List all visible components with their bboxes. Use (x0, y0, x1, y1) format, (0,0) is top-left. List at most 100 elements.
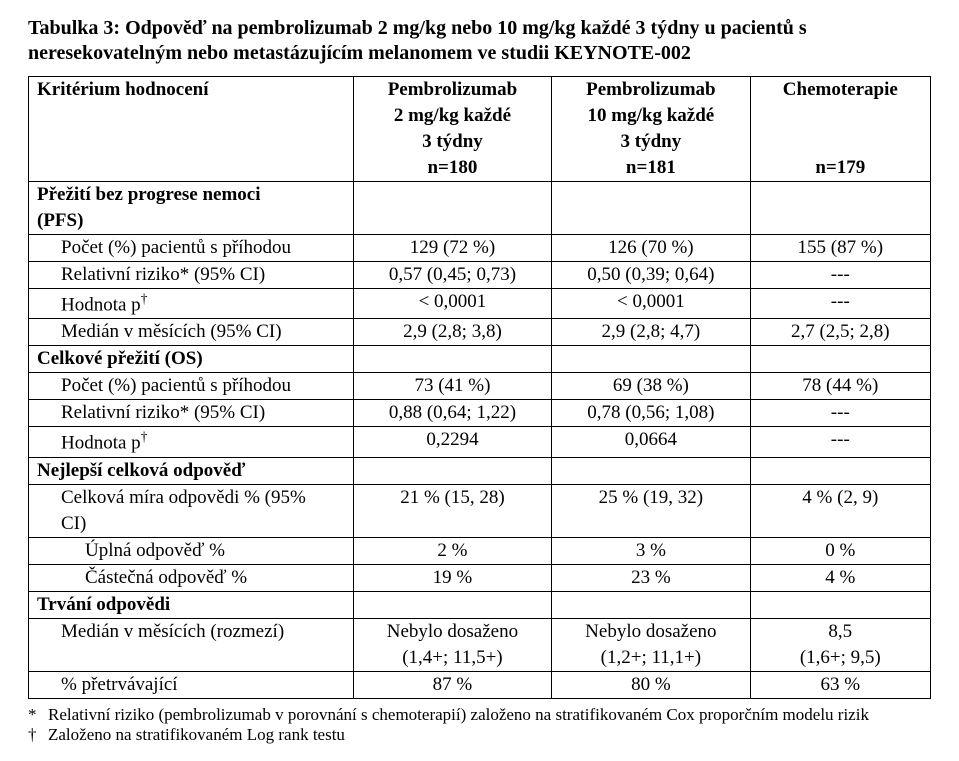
header-col2-l1: Pembrolizumab (552, 77, 750, 104)
pfs-hr-c2: 0,50 (0,39; 0,64) (552, 262, 750, 289)
os-hr-c3: --- (750, 400, 930, 427)
pr-c3: 4 % (750, 564, 930, 591)
header-row-4: n=180 n=181 n=179 (29, 155, 931, 182)
footnote-star-symbol: * (28, 705, 48, 725)
row-pfs-count: Počet (%) pacientů s příhodou 129 (72 %)… (29, 235, 931, 262)
section-os-label: Celkové přežití (OS) (29, 346, 354, 373)
pfs-hr-label: Relativní riziko* (95% CI) (29, 262, 354, 289)
orr-c1: 21 % (15, 28) (353, 484, 551, 511)
dur-median-c1-l2: (1,4+; 11,5+) (353, 645, 551, 672)
persist-c1: 87 % (353, 671, 551, 698)
section-pfs-row1: Přežití bez progrese nemoci (29, 182, 931, 209)
pfs-p-label: Hodnota p† (29, 289, 354, 319)
pfs-median-c1: 2,9 (2,8; 3,8) (353, 319, 551, 346)
footnote-dagger: † Založeno na stratifikovaném Log rank t… (28, 725, 931, 745)
row-os-count: Počet (%) pacientů s příhodou 73 (41 %) … (29, 373, 931, 400)
footnote-star-text: Relativní riziko (pembrolizumab v porovn… (48, 705, 931, 725)
pfs-hr-c1: 0,57 (0,45; 0,73) (353, 262, 551, 289)
dur-median-c1-l1: Nebylo dosaženo (353, 618, 551, 645)
results-table: Kritérium hodnocení Pembrolizumab Pembro… (28, 76, 931, 699)
os-hr-label: Relativní riziko* (95% CI) (29, 400, 354, 427)
header-col1-l3: 3 týdny (353, 129, 551, 155)
row-persist: % přetrvávající 87 % 80 % 63 % (29, 671, 931, 698)
table-caption: Tabulka 3: Odpověď na pembrolizumab 2 mg… (28, 16, 931, 66)
pfs-median-c3: 2,7 (2,5; 2,8) (750, 319, 930, 346)
persist-c3: 63 % (750, 671, 930, 698)
section-dur-label: Trvání odpovědi (29, 591, 354, 618)
row-pfs-hr: Relativní riziko* (95% CI) 0,57 (0,45; 0… (29, 262, 931, 289)
section-os-row: Celkové přežití (OS) (29, 346, 931, 373)
row-pr: Částečná odpověď % 19 % 23 % 4 % (29, 564, 931, 591)
cr-c2: 3 % (552, 537, 750, 564)
pr-c2: 23 % (552, 564, 750, 591)
pfs-p-c1: < 0,0001 (353, 289, 551, 319)
os-count-c2: 69 (38 %) (552, 373, 750, 400)
cr-c3: 0 % (750, 537, 930, 564)
header-row-1: Kritérium hodnocení Pembrolizumab Pembro… (29, 77, 931, 104)
orr-label-l2: CI) (29, 511, 354, 538)
header-col2-l3: 3 týdny (552, 129, 750, 155)
os-hr-c2: 0,78 (0,56; 1,08) (552, 400, 750, 427)
pfs-count-c2: 126 (70 %) (552, 235, 750, 262)
os-p-c2: 0,0664 (552, 427, 750, 457)
row-dur-median-l1: Medián v měsících (rozmezí) Nebylo dosaž… (29, 618, 931, 645)
os-p-c1: 0,2294 (353, 427, 551, 457)
row-pfs-median: Medián v měsících (95% CI) 2,9 (2,8; 3,8… (29, 319, 931, 346)
pfs-p-c3: --- (750, 289, 930, 319)
header-col1-l1: Pembrolizumab (353, 77, 551, 104)
os-hr-c1: 0,88 (0,64; 1,22) (353, 400, 551, 427)
cr-c1: 2 % (353, 537, 551, 564)
pfs-count-c3: 155 (87 %) (750, 235, 930, 262)
orr-label-l1: Celková míra odpovědi % (95% (29, 484, 354, 511)
footnote-dagger-symbol: † (28, 725, 48, 745)
pfs-hr-c3: --- (750, 262, 930, 289)
row-dur-median-l2: (1,4+; 11,5+) (1,2+; 11,1+) (1,6+; 9,5) (29, 645, 931, 672)
pr-c1: 19 % (353, 564, 551, 591)
header-col2-n: n=181 (552, 155, 750, 182)
dur-median-c3-l2: (1,6+; 9,5) (750, 645, 930, 672)
header-col2-l2: 10 mg/kg každé (552, 103, 750, 129)
footnote-dagger-text: Založeno na stratifikovaném Log rank tes… (48, 725, 931, 745)
os-count-c1: 73 (41 %) (353, 373, 551, 400)
footnote-star: * Relativní riziko (pembrolizumab v poro… (28, 705, 931, 725)
pfs-median-c2: 2,9 (2,8; 4,7) (552, 319, 750, 346)
header-row-3: 3 týdny 3 týdny (29, 129, 931, 155)
section-dur-row: Trvání odpovědi (29, 591, 931, 618)
dur-median-c2-l1: Nebylo dosaženo (552, 618, 750, 645)
section-pfs-label-l2: (PFS) (29, 208, 354, 235)
pfs-count-label: Počet (%) pacientů s příhodou (29, 235, 354, 262)
dur-median-c2-l2: (1,2+; 11,1+) (552, 645, 750, 672)
persist-c2: 80 % (552, 671, 750, 698)
header-col3-n: n=179 (750, 155, 930, 182)
os-count-c3: 78 (44 %) (750, 373, 930, 400)
footnotes: * Relativní riziko (pembrolizumab v poro… (28, 705, 931, 745)
header-criterion: Kritérium hodnocení (29, 77, 354, 104)
row-cr: Úplná odpověď % 2 % 3 % 0 % (29, 537, 931, 564)
page: Tabulka 3: Odpověď na pembrolizumab 2 mg… (0, 0, 959, 761)
os-p-c3: --- (750, 427, 930, 457)
dur-median-c3-l1: 8,5 (750, 618, 930, 645)
pfs-median-label: Medián v měsících (95% CI) (29, 319, 354, 346)
row-orr-l1: Celková míra odpovědi % (95% 21 % (15, 2… (29, 484, 931, 511)
pr-label: Částečná odpověď % (29, 564, 354, 591)
section-pfs-label-l1: Přežití bez progrese nemoci (29, 182, 354, 209)
pfs-count-c1: 129 (72 %) (353, 235, 551, 262)
header-col1-l2: 2 mg/kg každé (353, 103, 551, 129)
row-orr-l2: CI) (29, 511, 931, 538)
section-pfs-row2: (PFS) (29, 208, 931, 235)
dur-median-label: Medián v měsících (rozmezí) (29, 618, 354, 645)
row-os-p: Hodnota p† 0,2294 0,0664 --- (29, 427, 931, 457)
os-p-label: Hodnota p† (29, 427, 354, 457)
section-bor-label: Nejlepší celková odpověď (29, 457, 354, 484)
persist-label: % přetrvávající (29, 671, 354, 698)
header-row-2: 2 mg/kg každé 10 mg/kg každé (29, 103, 931, 129)
orr-c2: 25 % (19, 32) (552, 484, 750, 511)
section-bor-row: Nejlepší celková odpověď (29, 457, 931, 484)
pfs-p-c2: < 0,0001 (552, 289, 750, 319)
header-col3-l1: Chemoterapie (750, 77, 930, 104)
row-os-hr: Relativní riziko* (95% CI) 0,88 (0,64; 1… (29, 400, 931, 427)
cr-label: Úplná odpověď % (29, 537, 354, 564)
header-col1-n: n=180 (353, 155, 551, 182)
orr-c3: 4 % (2, 9) (750, 484, 930, 511)
os-count-label: Počet (%) pacientů s příhodou (29, 373, 354, 400)
